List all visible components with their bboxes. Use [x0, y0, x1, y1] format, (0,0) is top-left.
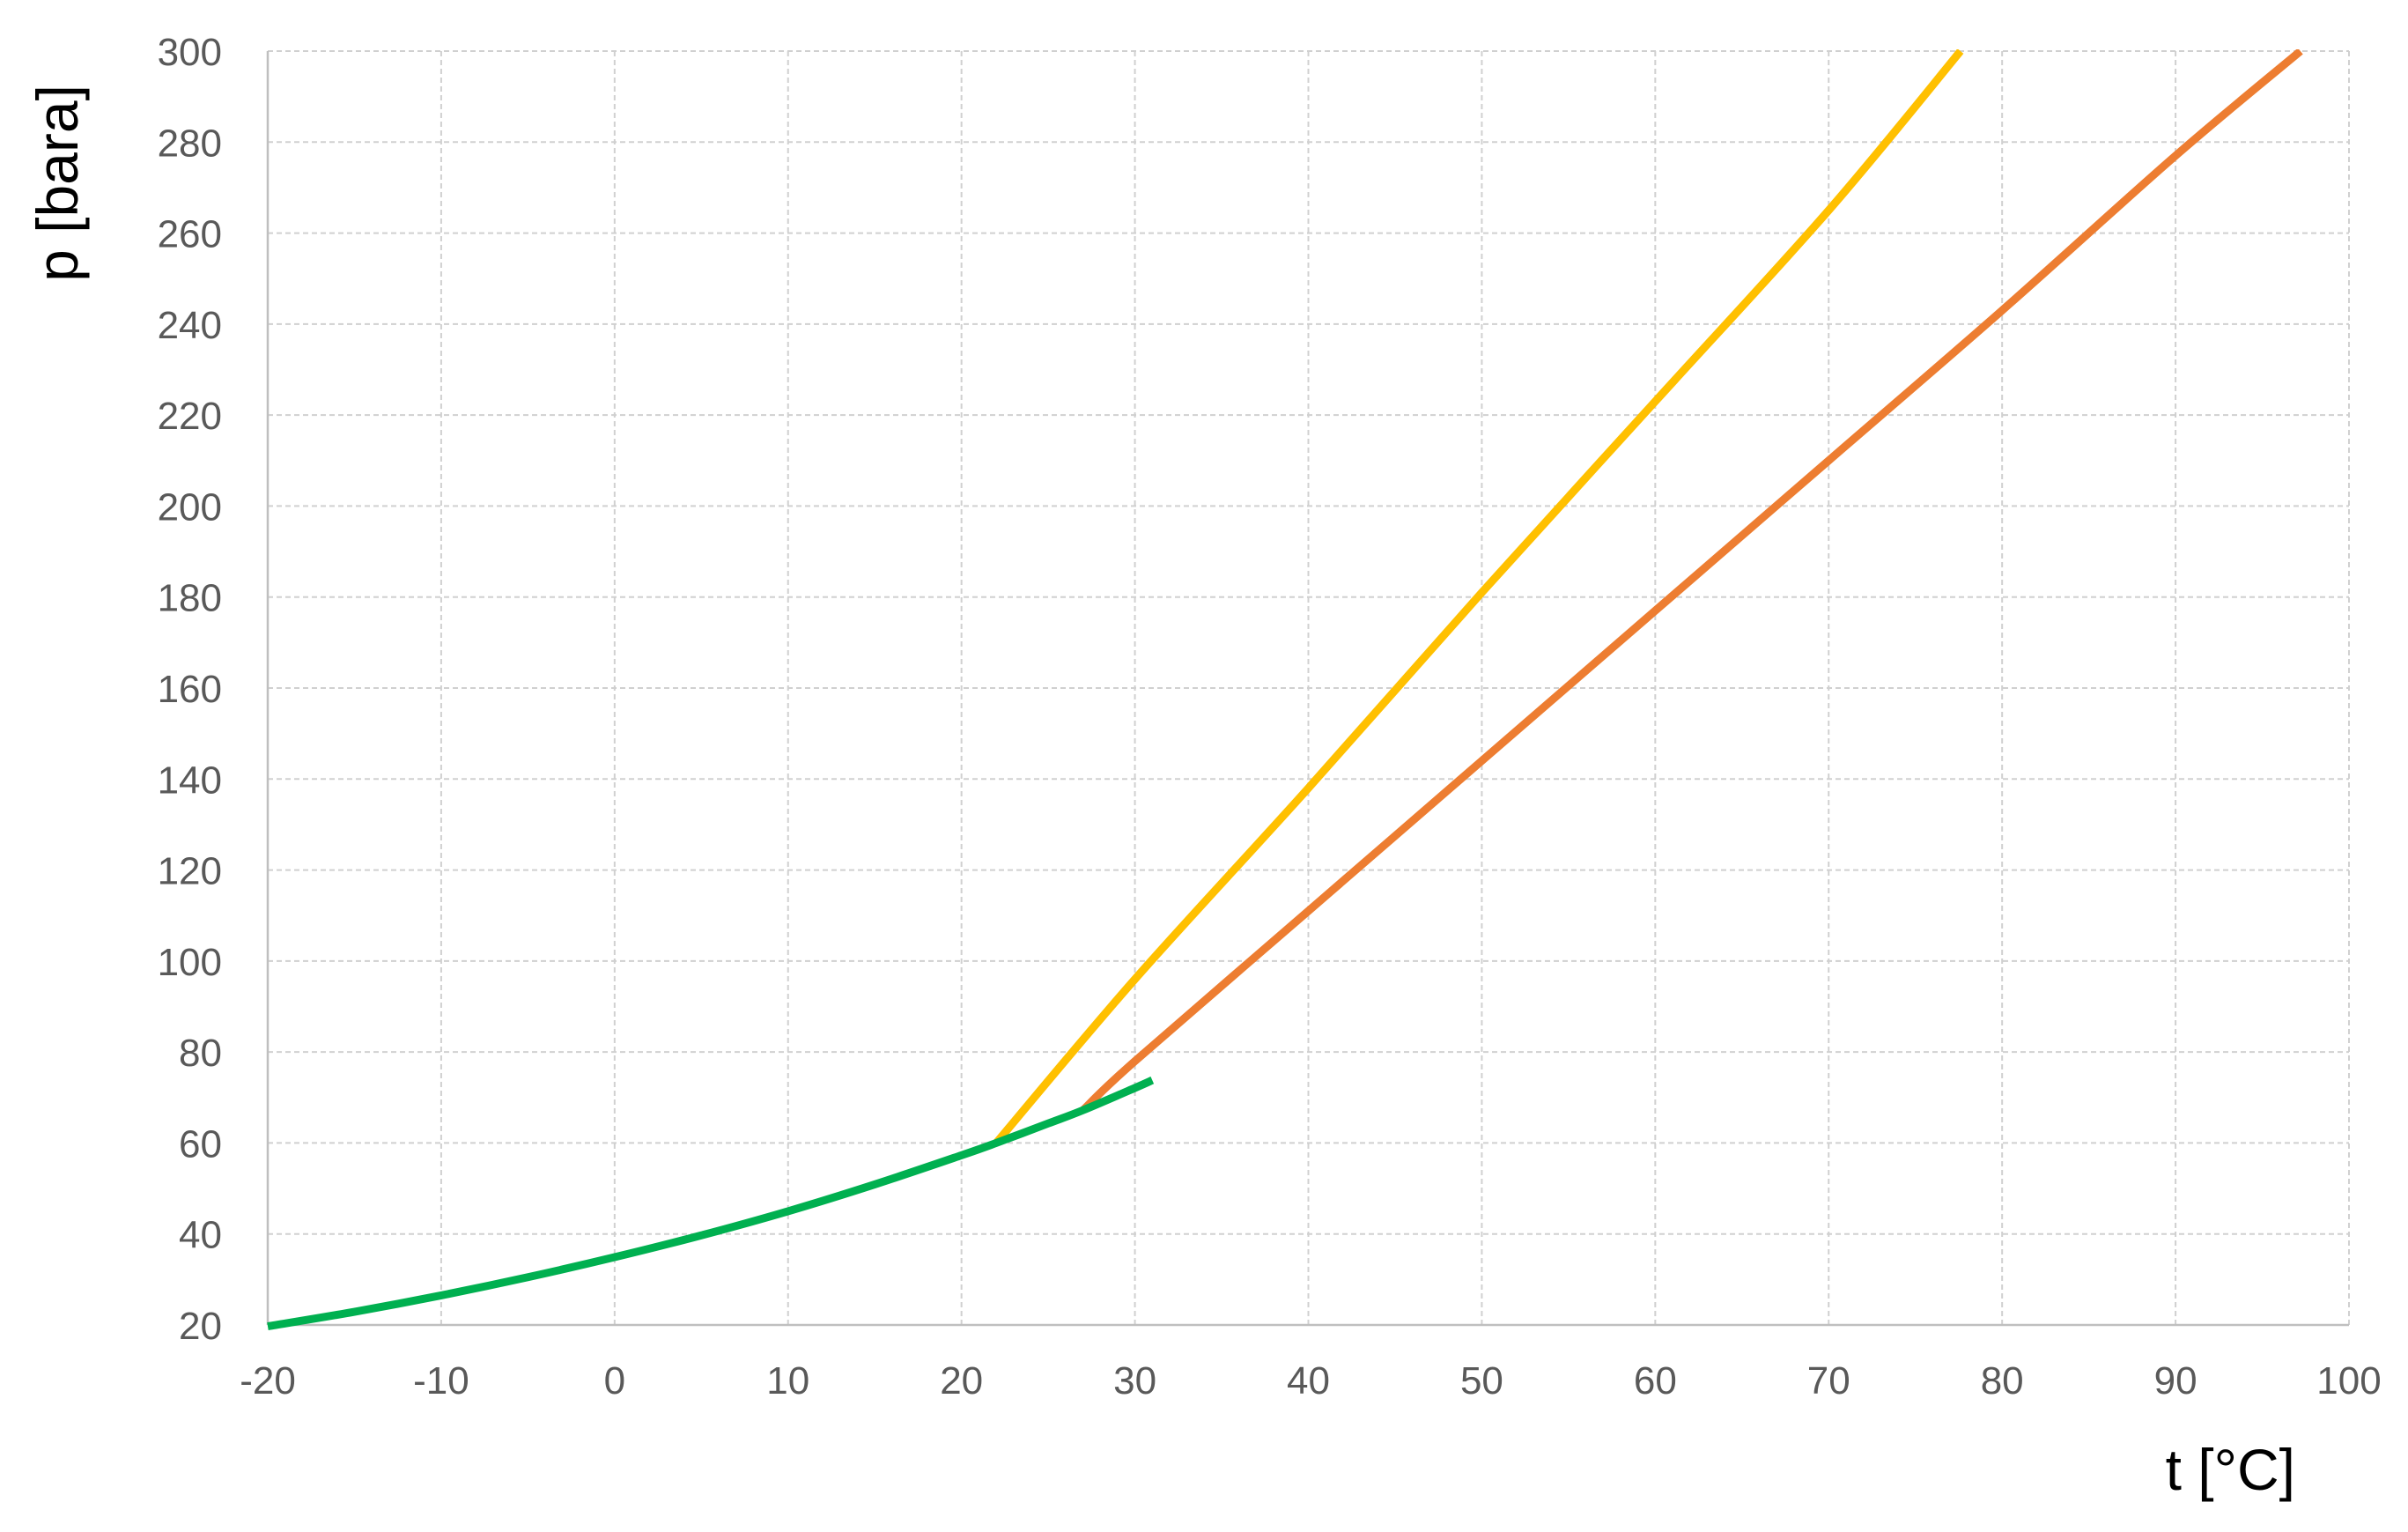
x-tick-label: 20: [940, 1359, 983, 1402]
x-tick-label: -10: [413, 1359, 469, 1402]
y-tick-label: 300: [158, 31, 222, 74]
x-tick-label: 80: [1981, 1359, 2024, 1402]
series-line-2: [993, 49, 1964, 1146]
grid: [268, 50, 2350, 1325]
y-tick-label: 80: [179, 1032, 222, 1075]
series-line-1: [267, 1077, 1155, 1330]
axes: [266, 51, 2349, 1327]
y-tick-label: 180: [158, 577, 222, 620]
y-tick-label: 140: [158, 759, 222, 802]
y-tick-label: 100: [158, 941, 222, 984]
y-tick-label: 280: [158, 122, 222, 165]
y-tick-label: 240: [158, 304, 222, 347]
tick-labels: -20 -10 0 10 20 30 40 50 60 70 80 90 100 20 40 60 80 100 1…: [158, 31, 2382, 1402]
y-tick-label: 60: [179, 1122, 222, 1166]
y-tick-label: 220: [158, 395, 222, 438]
x-tick-label: 100: [2316, 1359, 2381, 1402]
x-tick-label: 90: [2154, 1359, 2197, 1402]
x-tick-label: 60: [1634, 1359, 1677, 1402]
x-tick-label: 40: [1287, 1359, 1330, 1402]
y-tick-label: 120: [158, 850, 222, 893]
y-tick-label: 200: [158, 485, 222, 529]
x-tick-label: 70: [1807, 1359, 1850, 1402]
y-tick-label: 260: [158, 213, 222, 256]
x-tick-label: 50: [1460, 1359, 1503, 1402]
y-tick-label: 160: [158, 668, 222, 711]
x-tick-label: 0: [604, 1359, 625, 1402]
series-line-3: [1080, 49, 2303, 1114]
x-axis-title: t [°C]: [2166, 1437, 2295, 1502]
x-tick-label: -20: [240, 1359, 296, 1402]
x-tick-label: 10: [766, 1359, 809, 1402]
y-tick-label: 20: [179, 1305, 222, 1348]
y-tick-label: 40: [179, 1214, 222, 1257]
series-lines: [267, 49, 2303, 1330]
y-axis-title: p [bara]: [25, 85, 90, 282]
x-tick-label: 30: [1113, 1359, 1156, 1402]
